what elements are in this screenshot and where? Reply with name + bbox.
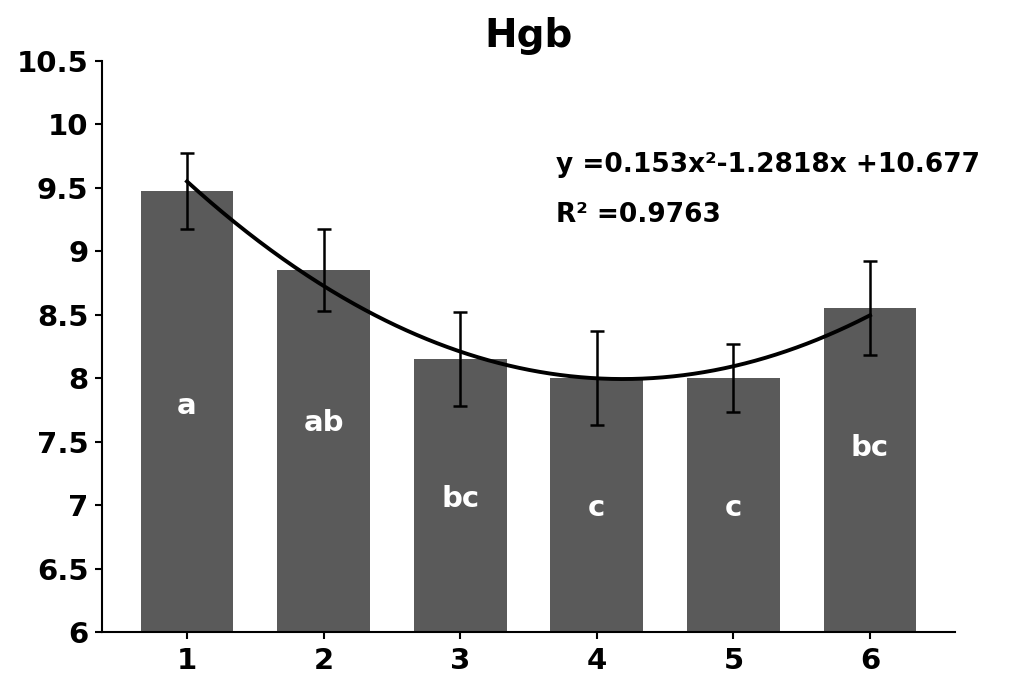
Text: ab: ab — [303, 408, 344, 437]
Text: a: a — [177, 392, 197, 420]
Text: c: c — [725, 493, 742, 522]
Text: bc: bc — [441, 484, 479, 513]
Text: R² =0.9763: R² =0.9763 — [556, 203, 721, 228]
Bar — [687, 378, 780, 632]
Text: y =0.153x²-1.2818x +10.677: y =0.153x²-1.2818x +10.677 — [556, 152, 980, 178]
Text: bc: bc — [851, 434, 889, 462]
Bar — [823, 308, 916, 632]
Title: Hgb: Hgb — [484, 17, 572, 55]
Bar — [278, 270, 370, 632]
Text: c: c — [588, 493, 605, 522]
Bar — [414, 359, 507, 632]
Bar — [550, 378, 643, 632]
Bar — [140, 192, 233, 632]
